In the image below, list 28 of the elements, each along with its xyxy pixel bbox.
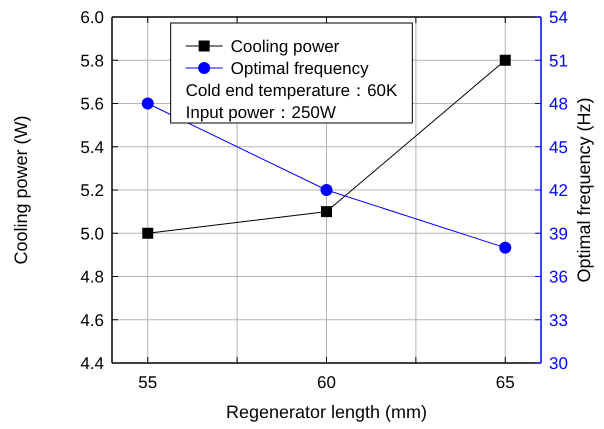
y2-tick-label: 30 <box>549 354 568 373</box>
y2-tick-label: 42 <box>549 181 568 200</box>
y-tick-label: 6.0 <box>80 8 104 27</box>
x-tick-label: 65 <box>496 373 515 392</box>
y2-tick-label: 48 <box>549 94 568 114</box>
y-tick-label: 4.6 <box>80 310 104 330</box>
annotation: Cold end temperature：60K <box>186 81 398 100</box>
y-tick-label: 5.8 <box>80 51 104 70</box>
x-tick-label: 55 <box>138 373 158 392</box>
legend-label: Optimal frequency <box>230 59 370 78</box>
y2-tick-label: 33 <box>549 310 568 330</box>
y2-tick-label: 39 <box>549 224 568 244</box>
legend-label: Cooling power <box>230 37 340 56</box>
y-tick-label: 5.4 <box>80 138 104 157</box>
y-axis-title: Cooling power (W) <box>11 115 31 265</box>
y-tick-label: 5.2 <box>80 181 104 200</box>
annotation: Input power：250W <box>186 103 336 122</box>
y-tick-label: 5.6 <box>80 94 104 114</box>
y2-axis-title: Optimal frequency (Hz) <box>574 97 594 283</box>
x-axis-title: Regenerator length (mm) <box>226 402 428 422</box>
y2-tick-label: 51 <box>549 51 568 70</box>
y-tick-label: 5.0 <box>80 224 104 244</box>
y-tick-label: 4.4 <box>80 354 104 373</box>
y2-tick-label: 45 <box>549 138 568 157</box>
x-tick-label: 60 <box>317 373 336 392</box>
y-tick-label: 4.8 <box>80 268 104 286</box>
y2-tick-label: 36 <box>549 268 568 286</box>
y2-tick-label: 54 <box>549 8 568 27</box>
